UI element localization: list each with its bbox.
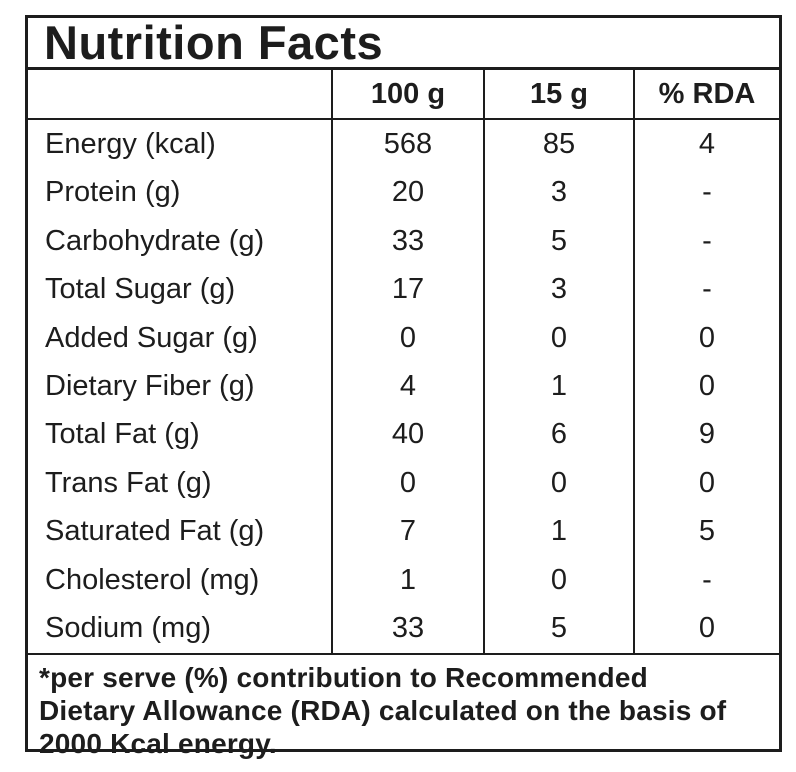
value-per-15g: 1 [483,362,633,411]
value-rda: 0 [633,362,779,411]
table-row: Protein (g) 20 3 - [28,168,779,217]
table-row: Dietary Fiber (g) 4 1 0 [28,362,779,411]
value-per-15g: 3 [483,265,633,314]
value-rda: - [633,265,779,314]
table-row: Trans Fat (g) 0 0 0 [28,459,779,508]
table-row: Sodium (mg) 33 5 0 [28,604,779,653]
nutrient-name: Sodium (mg) [45,612,211,645]
value-per-100g: 4 [331,362,483,411]
table-row: Energy (kcal) 568 85 4 [28,120,779,169]
table-row: Total Sugar (g) 17 3 - [28,265,779,314]
value-per-15g: 6 [483,410,633,460]
value-rda: 5 [633,507,779,557]
value-per-15g: 5 [483,604,633,653]
value-per-100g: 33 [331,216,483,266]
value-per-100g: 1 [331,556,483,605]
nutrient-name: Total Fat (g) [45,418,200,451]
value-rda: 9 [633,410,779,460]
nutrient-name: Added Sugar (g) [45,321,258,354]
table-row: Cholesterol (mg) 1 0 - [28,556,779,605]
header-cell-rda: % RDA [633,70,779,118]
nutrient-name: Protein (g) [45,176,181,209]
value-per-15g: 85 [483,120,633,169]
table-row: Added Sugar (g) 0 0 0 [28,313,779,363]
label-title: Nutrition Facts [44,18,384,69]
value-rda: - [633,168,779,217]
value-rda: - [633,556,779,605]
value-rda: 0 [633,604,779,653]
value-per-15g: 5 [483,216,633,266]
nutrient-name: Trans Fat (g) [45,466,212,499]
label-title-row: Nutrition Facts [28,18,779,70]
value-per-100g: 33 [331,604,483,653]
nutrient-name: Total Sugar (g) [45,273,236,306]
value-per-15g: 0 [483,556,633,605]
nutrient-name: Cholesterol (mg) [45,563,260,596]
header-cell-per-15g: 15 g [483,70,633,118]
value-rda: 0 [633,459,779,508]
header-cell-nutrient [28,70,331,118]
value-per-100g: 568 [331,120,483,169]
value-per-15g: 3 [483,168,633,217]
table-row: Carbohydrate (g) 33 5 - [28,216,779,266]
value-per-15g: 1 [483,507,633,557]
nutrient-name: Carbohydrate (g) [45,224,265,257]
nutrition-facts-label: Nutrition Facts 100 g 15 g % RDA Energy … [25,15,782,759]
value-rda: 0 [633,313,779,363]
table-row: Saturated Fat (g) 7 1 5 [28,507,779,557]
value-rda: - [633,216,779,266]
nutrient-name: Dietary Fiber (g) [45,369,255,402]
value-per-100g: 0 [331,313,483,363]
table-header-row: 100 g 15 g % RDA [28,70,779,120]
table-body: Energy (kcal) 568 85 4 Protein (g) 20 3 … [28,120,779,653]
value-rda: 4 [633,120,779,169]
value-per-100g: 0 [331,459,483,508]
value-per-15g: 0 [483,459,633,508]
nutrient-name: Energy (kcal) [45,127,216,160]
value-per-15g: 0 [483,313,633,363]
value-per-100g: 20 [331,168,483,217]
table-row: Total Fat (g) 40 6 9 [28,410,779,460]
value-per-100g: 17 [331,265,483,314]
footnote-text: *per serve (%) contribution to Recommend… [28,653,779,759]
value-per-100g: 7 [331,507,483,557]
nutrient-name: Saturated Fat (g) [45,515,265,548]
value-per-100g: 40 [331,410,483,460]
header-cell-per-100g: 100 g [331,70,483,118]
